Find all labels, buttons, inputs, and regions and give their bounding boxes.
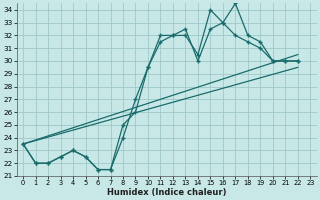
X-axis label: Humidex (Indice chaleur): Humidex (Indice chaleur) <box>107 188 227 197</box>
